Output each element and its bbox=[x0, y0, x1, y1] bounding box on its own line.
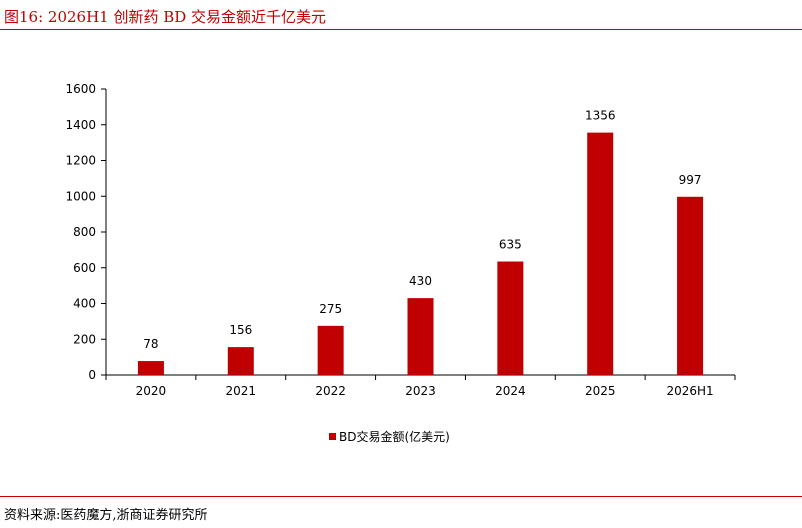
source-divider bbox=[0, 496, 802, 497]
data-label: 1356 bbox=[585, 109, 616, 123]
data-label: 275 bbox=[319, 302, 342, 316]
data-label: 635 bbox=[499, 237, 522, 251]
x-tick-label: 2020 bbox=[136, 384, 167, 398]
x-axis: 2020 2021 2022 2023 2024 2025 2026H1 bbox=[105, 374, 736, 398]
data-label: 78 bbox=[143, 337, 158, 351]
bar bbox=[677, 196, 704, 375]
x-tick-label: 2026H1 bbox=[666, 384, 713, 398]
legend-label: BD交易金额(亿美元) bbox=[339, 430, 450, 444]
x-tick-label: 2022 bbox=[315, 384, 346, 398]
figure-title: 图16: 2026H1 创新药 BD 交易金额近千亿美元 bbox=[4, 8, 327, 26]
y-tick-label: 1400 bbox=[65, 118, 96, 132]
source-note: 资料来源:医药魔方,浙商证券研究所 bbox=[4, 508, 208, 523]
x-tick-label: 2021 bbox=[226, 384, 257, 398]
data-label: 156 bbox=[229, 323, 252, 337]
title-divider bbox=[0, 29, 802, 30]
x-tick-label: 2025 bbox=[585, 384, 616, 398]
legend: BD交易金额(亿美元) bbox=[329, 428, 450, 445]
x-tick-label: 2023 bbox=[405, 384, 436, 398]
bar bbox=[317, 325, 344, 375]
y-tick-label: 1000 bbox=[65, 189, 96, 203]
bar bbox=[137, 361, 164, 375]
bar bbox=[497, 261, 524, 375]
data-labels: 78 156 275 430 635 1356 997 bbox=[143, 109, 701, 351]
y-tick-label: 0 bbox=[88, 368, 96, 382]
y-tick-label: 200 bbox=[73, 332, 96, 346]
bar bbox=[407, 298, 434, 375]
data-label: 997 bbox=[679, 173, 702, 187]
bar-series bbox=[137, 132, 704, 375]
y-tick-label: 1200 bbox=[65, 154, 96, 168]
legend-swatch bbox=[329, 433, 336, 440]
bar bbox=[587, 132, 614, 375]
y-axis: 0 200 400 600 800 1000 1200 1400 1600 bbox=[65, 82, 107, 382]
data-label: 430 bbox=[409, 274, 432, 288]
y-tick-label: 1600 bbox=[65, 82, 96, 96]
y-tick-label: 800 bbox=[73, 225, 96, 239]
bar bbox=[227, 347, 254, 375]
y-tick-label: 600 bbox=[73, 261, 96, 275]
y-tick-label: 400 bbox=[73, 297, 96, 311]
x-tick-label: 2024 bbox=[495, 384, 526, 398]
